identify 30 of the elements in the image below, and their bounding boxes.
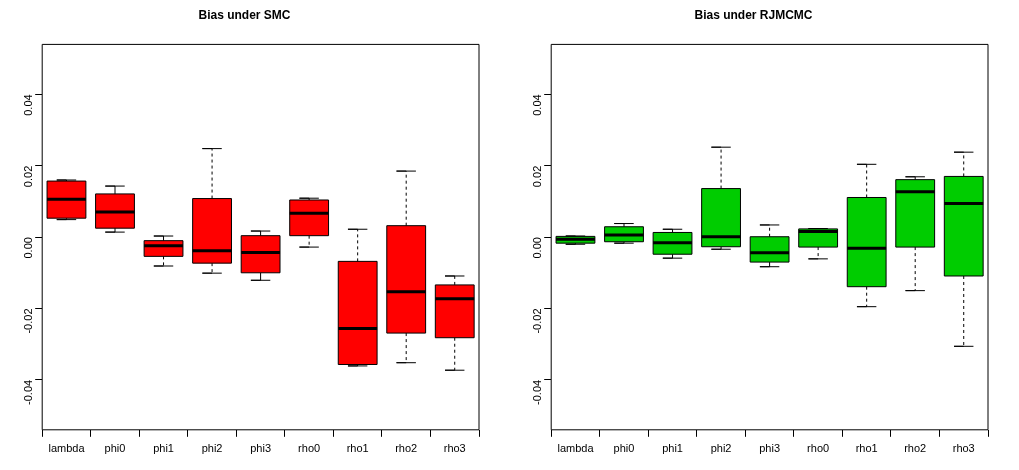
x-tick-label: rho0 — [298, 442, 321, 455]
y-tick-label: -0.04 — [531, 379, 544, 405]
x-tick-label: rho2 — [395, 442, 418, 455]
x-tick-label: phi3 — [759, 442, 780, 455]
y-tick-label: 0.00 — [22, 237, 35, 259]
x-tick-label: rho0 — [807, 442, 830, 455]
x-tick-label: rho1 — [346, 442, 369, 455]
x-tick-label: rho3 — [952, 442, 975, 455]
x-tick-label: phi1 — [662, 442, 683, 455]
x-tick-label: phi2 — [201, 442, 223, 455]
chart-title: Bias under RJMCMC — [694, 7, 813, 22]
y-tick-label: 0.04 — [531, 94, 544, 116]
y-tick-label: -0.04 — [22, 379, 35, 405]
y-tick-label: 0.02 — [531, 165, 544, 188]
x-tick-label: phi3 — [250, 442, 271, 455]
x-tick-label: phi1 — [153, 442, 174, 455]
x-tick-label: phi0 — [104, 442, 126, 455]
x-tick-label: lambda — [48, 442, 86, 455]
x-tick-label: rho3 — [443, 442, 466, 455]
x-tick-label: rho2 — [904, 442, 927, 455]
y-tick-label: -0.02 — [531, 308, 544, 334]
y-tick-label: -0.02 — [22, 308, 35, 334]
chart-title: Bias under SMC — [198, 7, 291, 22]
x-tick-label: phi2 — [710, 442, 732, 455]
y-tick-label: 0.00 — [531, 237, 544, 259]
y-tick-label: 0.04 — [22, 94, 35, 116]
x-tick-label: rho1 — [855, 442, 878, 455]
x-tick-label: phi0 — [613, 442, 635, 455]
y-tick-label: 0.02 — [22, 165, 35, 188]
x-tick-label: lambda — [557, 442, 595, 455]
